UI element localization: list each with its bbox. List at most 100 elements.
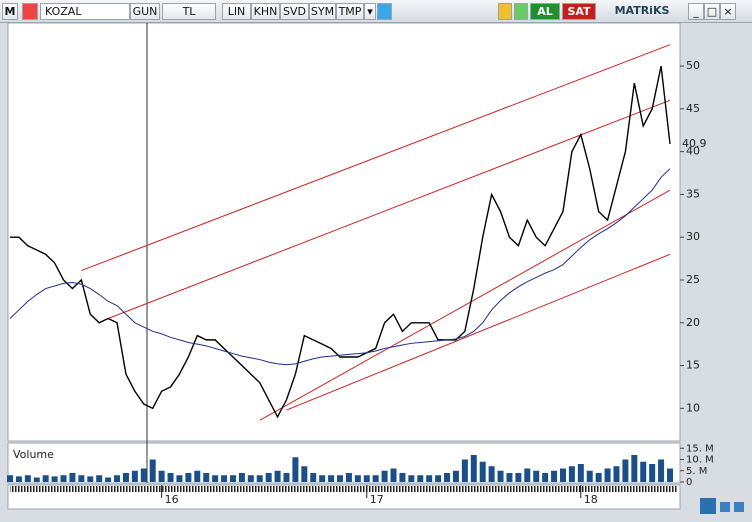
volume-bar — [265, 473, 272, 482]
volume-bar — [337, 475, 343, 482]
volume-bar — [533, 470, 540, 482]
currency-button[interactable]: TL — [162, 3, 216, 20]
y-tick-label: 50 — [686, 59, 700, 72]
volume-bar — [488, 466, 495, 482]
volume-bar — [426, 475, 433, 482]
volume-bar — [444, 473, 451, 482]
volume-bar — [470, 455, 477, 482]
volume-bar — [229, 475, 236, 482]
y-tick-label: 15 — [686, 359, 700, 372]
volume-bar — [140, 468, 147, 482]
volume-bar — [96, 475, 103, 482]
volume-bar — [363, 475, 370, 482]
window-button[interactable]: □ — [704, 3, 720, 20]
window-button[interactable]: × — [720, 3, 736, 20]
y-tick-label: 0 — [686, 477, 692, 488]
volume-bar — [417, 475, 424, 482]
volume-bar — [649, 464, 656, 482]
volume-bar — [203, 473, 210, 482]
sell-button[interactable]: SAT — [562, 3, 596, 20]
dropdown[interactable]: ▾ — [364, 3, 376, 20]
trend-line — [259, 189, 671, 421]
volume-bar — [221, 475, 228, 482]
volume-bar — [497, 470, 504, 482]
volume-bar — [381, 470, 388, 482]
volume-bar — [238, 473, 245, 482]
volume-bar — [328, 475, 335, 482]
volume-bar — [640, 461, 647, 482]
y-tick-label: 15. M — [686, 443, 714, 454]
volume-bar — [542, 473, 549, 482]
volume-bar — [622, 459, 629, 482]
last-price-label: 40.9 — [682, 137, 707, 150]
volume-bar — [114, 475, 121, 482]
volume-bar — [176, 475, 183, 482]
volume-bar — [586, 470, 593, 482]
y-tick-label: 20 — [686, 316, 700, 329]
volume-bar — [506, 473, 513, 482]
trend-line — [286, 253, 671, 411]
window-button[interactable]: _ — [688, 3, 704, 20]
volume-bar — [42, 475, 49, 482]
scroll-right[interactable] — [734, 502, 744, 512]
date-ticks — [10, 486, 678, 492]
volume-bar — [604, 468, 611, 482]
volume-bar — [60, 475, 67, 482]
tool-button[interactable]: LIN — [222, 3, 251, 20]
price-panel — [7, 22, 681, 442]
icon[interactable] — [22, 3, 38, 20]
icon[interactable] — [514, 3, 528, 20]
volume-bar — [194, 470, 201, 482]
volume-bar — [372, 475, 379, 482]
scroll-left[interactable] — [720, 502, 730, 512]
y-tick-label: 40 — [686, 145, 700, 158]
volume-bar — [78, 475, 85, 482]
volume-bar — [158, 470, 165, 482]
volume-bar — [515, 473, 522, 482]
x-tick-label: 17 — [370, 493, 384, 506]
volume-bar — [149, 459, 156, 482]
buy-button[interactable]: AL — [530, 3, 560, 20]
volume-bar — [7, 475, 13, 482]
volume-bar — [105, 477, 112, 482]
brand: MATRiKS — [614, 4, 670, 17]
price-line — [10, 65, 671, 419]
volume-bar — [568, 466, 575, 482]
y-tick-label: 10. M — [686, 455, 714, 466]
trend-line — [107, 99, 671, 319]
icon[interactable] — [498, 3, 512, 20]
refresh-icon[interactable] — [700, 498, 716, 514]
tool-button[interactable]: SYM — [309, 3, 336, 20]
toolbar: M KOZAL GUN TL LIN KHN SVD SYM TMP ▾ AL … — [0, 0, 752, 23]
y-tick-label: 35 — [686, 187, 700, 200]
symbol-box[interactable]: KOZAL — [40, 3, 130, 20]
trend-line — [81, 44, 671, 272]
volume-bar — [51, 476, 58, 482]
volume-bar — [345, 473, 352, 482]
volume-bar — [185, 473, 192, 482]
volume-bar — [631, 455, 638, 482]
volume-bar — [274, 470, 281, 482]
menu-button[interactable]: M — [2, 3, 18, 20]
volume-bar — [461, 459, 468, 482]
volume-bar — [256, 475, 263, 482]
volume-bar — [301, 466, 308, 482]
volume-bar — [122, 473, 129, 482]
volume-bar — [613, 466, 620, 482]
tool-button[interactable]: SVD — [280, 3, 309, 20]
volume-bar — [24, 475, 31, 482]
x-tick-label: 16 — [165, 493, 179, 506]
tool-button[interactable]: TMP — [336, 3, 364, 20]
volume-bar — [87, 476, 94, 482]
y-tick-label: 5. M — [686, 466, 707, 477]
x-tick-label: 18 — [584, 493, 598, 506]
volume-bar — [559, 468, 566, 482]
volume-bar — [283, 473, 290, 482]
tool-button[interactable]: KHN — [251, 3, 280, 20]
volume-bar — [167, 473, 174, 482]
twitter-icon[interactable] — [377, 3, 392, 20]
volume-bar — [212, 475, 219, 482]
price-line — [9, 168, 671, 366]
period-button[interactable]: GUN — [130, 3, 160, 20]
